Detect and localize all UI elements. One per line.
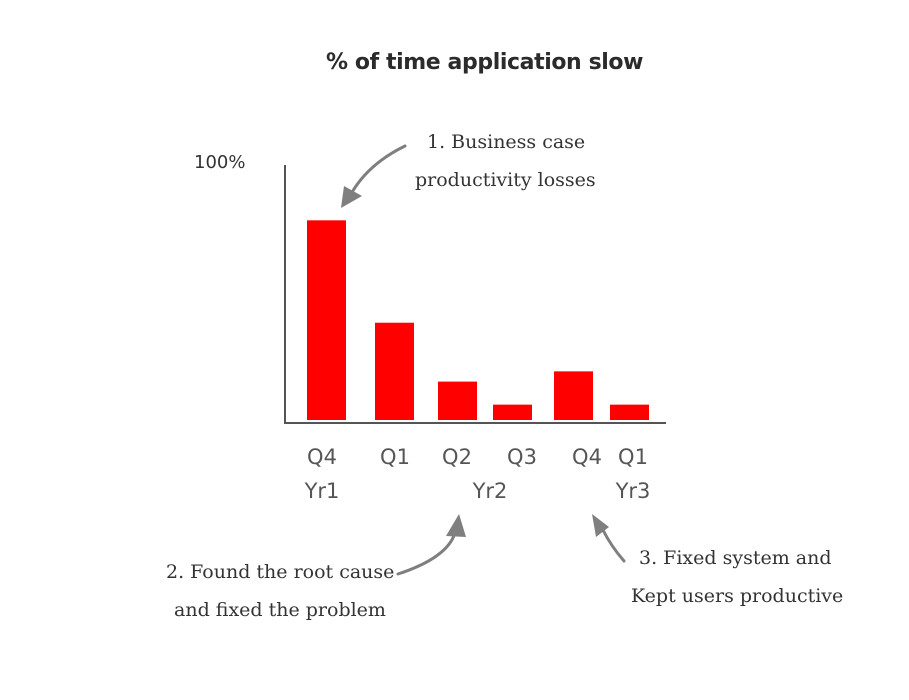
bar-q3-3 bbox=[493, 404, 532, 420]
bar-q4-4 bbox=[554, 371, 593, 420]
x-year-label: Yr1 bbox=[304, 479, 340, 503]
annotation-fixed-system: 3. Fixed system and Kept users productiv… bbox=[631, 539, 843, 615]
annotation-2-line-2: and fixed the problem bbox=[174, 599, 386, 621]
x-year-label: Yr3 bbox=[615, 479, 651, 503]
annotation-3-line-1: 3. Fixed system and bbox=[639, 547, 832, 569]
annotation-1-line-1: 1. Business case bbox=[427, 131, 586, 153]
x-tick-label: Q4 bbox=[307, 445, 337, 469]
x-tick-label: Q1 bbox=[618, 445, 648, 469]
x-tick-label: Q3 bbox=[507, 445, 537, 469]
y-axis-top-label: 100% bbox=[194, 152, 246, 173]
chart-title: % of time application slow bbox=[325, 50, 644, 75]
annotation-3-line-2: Kept users productive bbox=[631, 585, 844, 607]
annotation-root-cause: 2. Found the root cause and fixed the pr… bbox=[166, 553, 394, 629]
x-year-label: Yr2 bbox=[472, 479, 508, 503]
arrow-2-icon bbox=[396, 514, 466, 576]
annotation-business-case: 1. Business case productivity losses bbox=[415, 123, 596, 199]
bar-q1-1 bbox=[375, 322, 414, 420]
x-tick-label: Q1 bbox=[380, 445, 410, 469]
bar-q1-5 bbox=[610, 404, 649, 420]
x-tick-label: Q4 bbox=[572, 445, 602, 469]
annotation-2-line-1: 2. Found the root cause bbox=[166, 561, 395, 583]
annotation-1-line-2: productivity losses bbox=[415, 169, 596, 191]
arrow-1-icon bbox=[341, 144, 407, 208]
bar-q2-2 bbox=[438, 381, 477, 420]
x-tick-label: Q2 bbox=[442, 445, 472, 469]
bar-q4-0 bbox=[307, 220, 346, 420]
arrow-3-icon bbox=[592, 514, 626, 563]
